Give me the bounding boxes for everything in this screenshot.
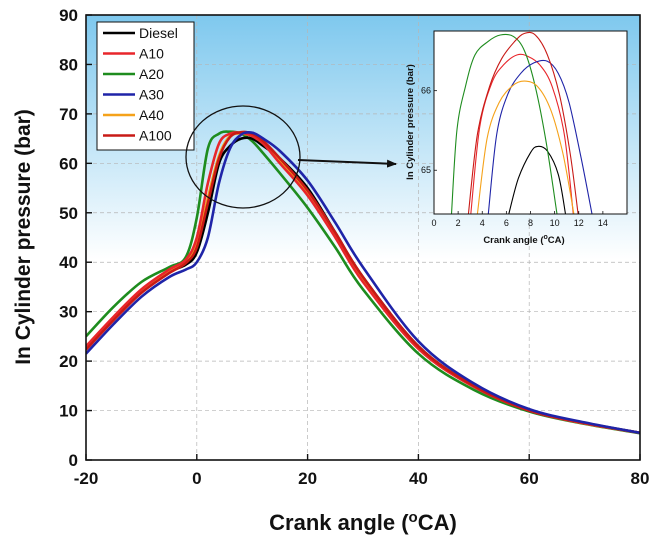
x-tick-label: -20 [74,469,99,488]
x-tick-label: 40 [409,469,428,488]
inset-y-tick-label: 66 [421,86,431,96]
inset-background [434,31,627,214]
x-tick-label: 20 [298,469,317,488]
y-tick-label: 50 [59,204,78,223]
y-tick-label: 40 [59,253,78,272]
inset-series-line-a20 [450,33,558,214]
x-axis-label: Crank angle (oCA) [269,509,457,535]
y-tick-label: 10 [59,402,78,421]
y-tick-label: 90 [59,6,78,25]
plot-frame [85,14,641,461]
main-series-lines [86,130,640,435]
y-tick-label: 0 [69,451,78,470]
x-tick-label: 60 [520,469,539,488]
y-tick-label: 20 [59,352,78,371]
inset-series-line-a30 [487,59,593,214]
y-tick-label: 80 [59,55,78,74]
inset-series-line-diesel [508,145,567,214]
legend-label-a100: A100 [139,128,172,144]
legend-box [96,21,195,151]
inset-x-tick-label: 6 [504,218,509,228]
legend-label-diesel: Diesel [139,25,178,41]
inset-x-tick-label: 4 [480,218,485,228]
legend-label-a40: A40 [139,107,164,123]
inset-x-axis-label: Crank angle (oCA) [483,234,564,246]
inset-x-tick-label: 2 [456,218,461,228]
inset-y-axis-label: In Cylinder pressure (bar) [405,64,416,180]
legend-label-a20: A20 [139,66,164,82]
series-line-a30 [86,131,640,435]
y-tick-label: 30 [59,303,78,322]
inset-x-tick-label: 10 [550,218,560,228]
inset-x-tick-label: 12 [574,218,584,228]
zoom-circle [185,105,301,209]
grid [86,15,640,460]
y-tick-label: 70 [59,105,78,124]
y-axis-label: In Cylinder pressure (bar) [12,109,35,365]
y-tick-label: 60 [59,154,78,173]
inset-y-tick-label: 65 [421,165,431,175]
legend-label-a30: A30 [139,87,164,103]
legend: Diesel A10 A20 A30 A40 A100 [103,25,178,144]
inset-x-tick-label: 0 [431,218,436,228]
inset-series-line-a100 [467,31,579,214]
zoom-arrow [297,159,397,168]
inset-axis-ticks: 0 2 4 6 8 10 12 14 65 66 [421,86,608,228]
inset-series-line-a40 [476,80,575,214]
legend-label-a10: A10 [139,46,164,62]
inset-series-lines [450,31,593,214]
x-tick-label: 80 [631,469,649,488]
inset-x-tick-label: 8 [528,218,533,228]
x-tick-label: 0 [192,469,201,488]
inset-x-tick-label: 14 [598,218,608,228]
